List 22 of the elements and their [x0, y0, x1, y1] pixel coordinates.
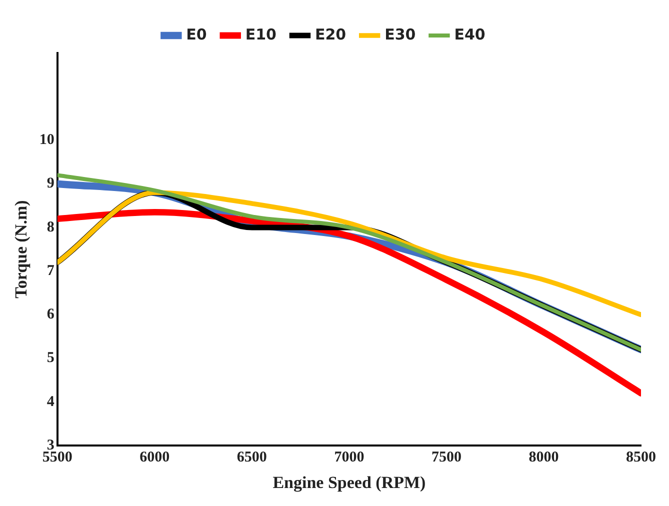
y-axis-title: Torque (N.m): [12, 200, 31, 298]
y-tick-label: 9: [46, 176, 54, 192]
legend-label: E30: [384, 25, 416, 44]
x-tick-label: 7000: [334, 449, 364, 466]
x-tick-label: 7500: [431, 449, 462, 466]
legend-label: E20: [314, 25, 346, 44]
y-tick-label: 6: [46, 306, 55, 323]
x-tick-label: 5500: [42, 449, 72, 466]
line-series: [57, 190, 641, 318]
y-tick-label: 8: [46, 219, 54, 236]
legend-label: E40: [454, 25, 486, 44]
x-tick-label: 8500: [626, 449, 656, 466]
y-tick-label: 4: [46, 394, 55, 410]
x-axis-title: Engine Speed (RPM): [272, 473, 426, 492]
legend-label: E10: [245, 25, 276, 44]
y-tick-label: 5: [46, 350, 54, 366]
x-tick-label: 6000: [140, 449, 170, 466]
y-tick-label: 10: [39, 132, 54, 148]
x-tick-label: 8000: [528, 449, 559, 466]
y-tick-label: 7: [46, 262, 55, 279]
legend-label: E0: [186, 25, 207, 44]
x-tick-label: 6500: [236, 449, 267, 466]
